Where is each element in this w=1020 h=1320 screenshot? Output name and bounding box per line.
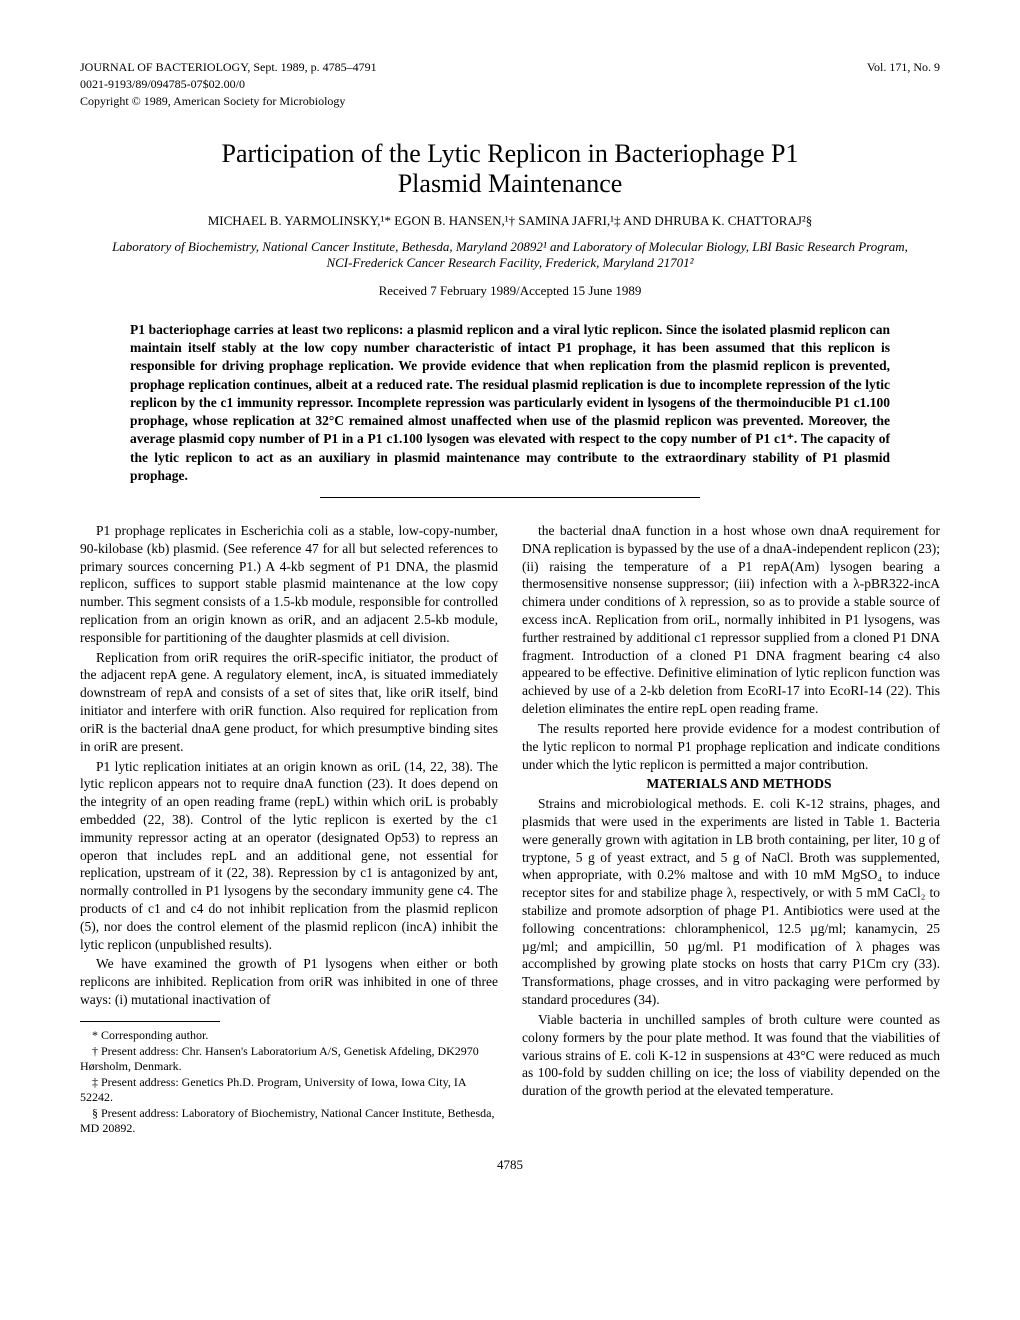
footnotes: * Corresponding author. † Present addres… xyxy=(80,1028,498,1137)
copyright-line: Copyright © 1989, American Society for M… xyxy=(80,94,940,109)
section-heading: MATERIALS AND METHODS xyxy=(522,775,940,793)
abstract-rule xyxy=(320,497,700,498)
body-columns: P1 prophage replicates in Escherichia co… xyxy=(80,522,940,1137)
body-paragraph: The results reported here provide eviden… xyxy=(522,720,940,773)
issn-line: 0021-9193/89/094785-07$02.00/0 xyxy=(80,77,940,92)
body-paragraph: P1 lytic replication initiates at an ori… xyxy=(80,758,498,954)
footnotes-rule xyxy=(80,1021,220,1022)
title-line1: Participation of the Lytic Replicon in B… xyxy=(222,139,799,168)
footnote: † Present address: Chr. Hansen's Laborat… xyxy=(80,1044,498,1075)
title-line2: Plasmid Maintenance xyxy=(398,169,623,198)
vol-issue: Vol. 171, No. 9 xyxy=(867,60,940,75)
body-paragraph: P1 prophage replicates in Escherichia co… xyxy=(80,522,498,647)
footnote: § Present address: Laboratory of Biochem… xyxy=(80,1106,498,1137)
abstract: P1 bacteriophage carries at least two re… xyxy=(80,321,940,485)
body-paragraph: Strains and microbiological methods. E. … xyxy=(522,795,940,1009)
received-dates: Received 7 February 1989/Accepted 15 Jun… xyxy=(80,283,940,299)
article-title: Participation of the Lytic Replicon in B… xyxy=(80,139,940,199)
page-number: 4785 xyxy=(80,1157,940,1173)
body-paragraph: the bacterial dnaA function in a host wh… xyxy=(522,522,940,718)
body-paragraph: Replication from oriR requires the oriR-… xyxy=(80,649,498,756)
affiliation: Laboratory of Biochemistry, National Can… xyxy=(80,239,940,271)
footnote: ‡ Present address: Genetics Ph.D. Progra… xyxy=(80,1075,498,1106)
body-paragraph: Viable bacteria in unchilled samples of … xyxy=(522,1011,940,1100)
authors: MICHAEL B. YARMOLINSKY,¹* EGON B. HANSEN… xyxy=(80,213,940,229)
footnote: * Corresponding author. xyxy=(80,1028,498,1044)
journal-header: JOURNAL OF BACTERIOLOGY, Sept. 1989, p. … xyxy=(80,60,377,75)
body-paragraph: We have examined the growth of P1 lysoge… xyxy=(80,955,498,1008)
